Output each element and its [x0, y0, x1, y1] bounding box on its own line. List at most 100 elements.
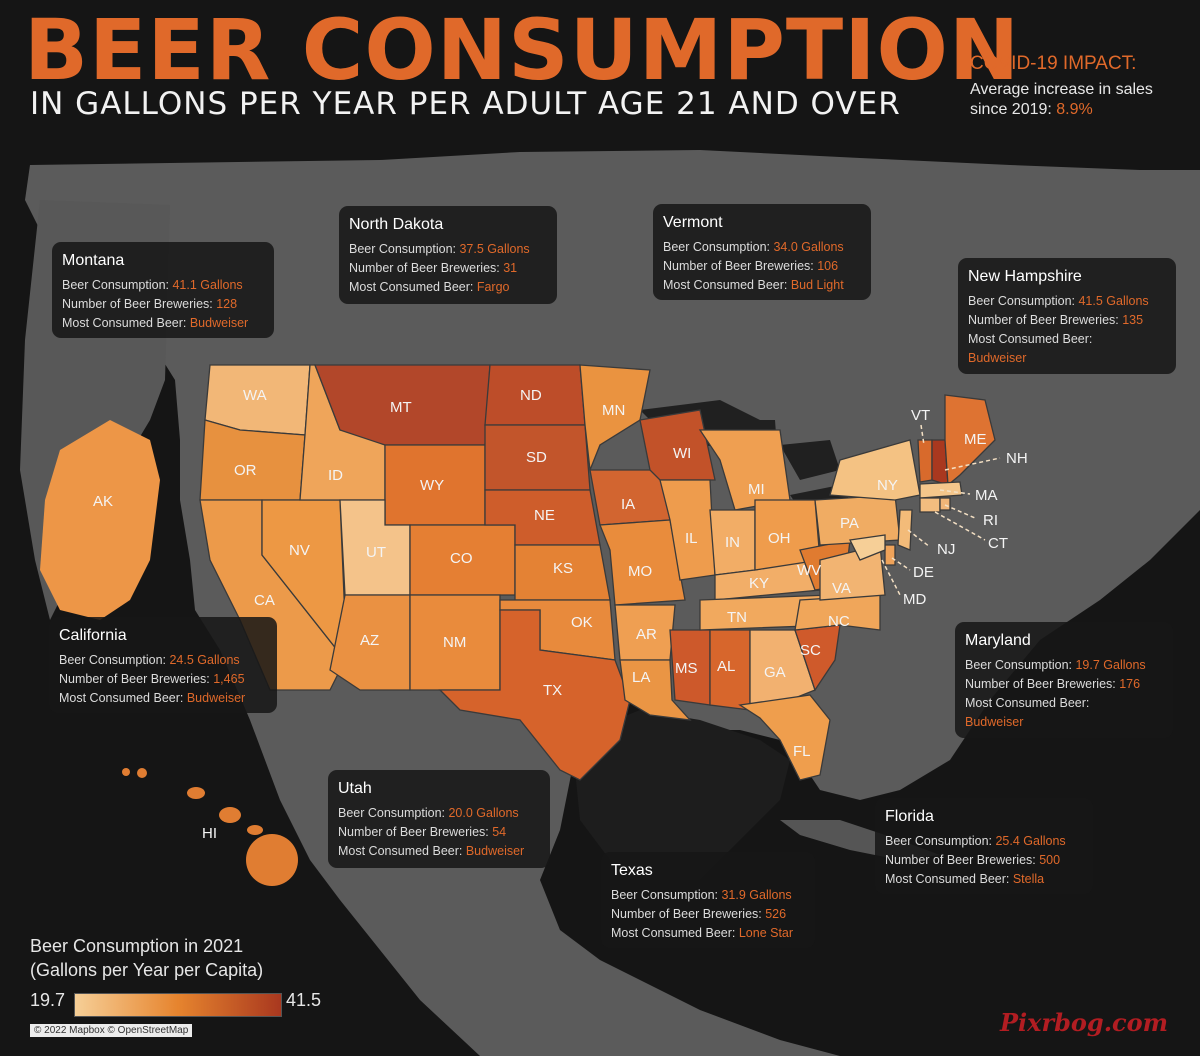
- watermark: Pixrbog.com: [1000, 1008, 1169, 1037]
- callout-label: Number of Beer Breweries:: [611, 907, 766, 921]
- gulf-of-mexico: [575, 710, 790, 880]
- state-label: OR: [234, 462, 257, 479]
- state-label: MN: [602, 402, 625, 419]
- hawaii-islands: [122, 768, 298, 886]
- covid-line2: since 2019: 8.9%: [970, 100, 1153, 120]
- callout-label: Beer Consumption:: [59, 653, 170, 667]
- callout-card: Montana Beer Consumption: 41.1 Gallons N…: [52, 242, 274, 338]
- callout-state: Texas: [611, 862, 653, 879]
- callout-label: Most Consumed Beer:: [349, 280, 477, 294]
- state-label: IL: [685, 530, 698, 547]
- callout-label: Most Consumed Beer:: [663, 278, 791, 292]
- callout-beer: Budweiser: [465, 844, 525, 858]
- state-label: RI: [983, 512, 998, 529]
- callout-consumption: 31.9 Gallons: [721, 888, 792, 902]
- callout-consumption: 25.4 Gallons: [995, 834, 1066, 848]
- callout-state: Maryland: [965, 632, 1031, 649]
- callout-state: California: [59, 627, 127, 644]
- callout-breweries: 54: [492, 825, 507, 839]
- state-label: NJ: [937, 541, 955, 558]
- callout-label: Number of Beer Breweries:: [965, 677, 1120, 691]
- covid-impact-note: COVID-19 IMPACT: Average increase in sal…: [970, 52, 1153, 120]
- callout-label: Most Consumed Beer:: [965, 696, 1090, 710]
- callout-state: Utah: [338, 780, 372, 797]
- state-abbrev-labels: WA OR CA NV ID MT WY UT AZ CO NM ND SD N…: [93, 387, 1028, 842]
- state-label: TX: [543, 682, 562, 699]
- callout-label: Most Consumed Beer:: [885, 872, 1013, 886]
- callout-label: Beer Consumption:: [349, 242, 460, 256]
- callout-card: Utah Beer Consumption: 20.0 Gallons Numb…: [328, 770, 550, 868]
- callout-consumption: 37.5 Gallons: [459, 242, 530, 256]
- callout-consumption: 41.5 Gallons: [1078, 294, 1149, 308]
- state-label: NC: [828, 613, 850, 630]
- legend-min: 19.7: [30, 990, 66, 1010]
- state-ga: [749, 629, 816, 711]
- callout-card: Texas Beer Consumption: 31.9 Gallons Num…: [601, 852, 815, 948]
- callout-card: Vermont Beer Consumption: 34.0 Gallons N…: [653, 204, 871, 300]
- callout-breweries: 176: [1119, 677, 1141, 691]
- callout-label: Number of Beer Breweries:: [338, 825, 493, 839]
- state-leader-lines: [881, 424, 1001, 596]
- state-de: [884, 544, 896, 566]
- state-label: NY: [877, 477, 898, 494]
- covid-line1: Average increase in sales: [970, 80, 1153, 98]
- callout-beer: Budweiser: [189, 316, 249, 330]
- callout-beer: Budweiser: [186, 691, 246, 705]
- callout-label: Most Consumed Beer:: [968, 332, 1093, 346]
- callout-breweries: 128: [216, 297, 238, 311]
- callout-label: Most Consumed Beer:: [611, 926, 739, 940]
- callout-state: North Dakota: [349, 216, 444, 233]
- callout-label: Number of Beer Breweries:: [885, 853, 1040, 867]
- state-label: MO: [628, 563, 652, 580]
- state-tx: [438, 609, 631, 781]
- state-label: NH: [1006, 450, 1028, 467]
- callout-breweries: 500: [1039, 853, 1061, 867]
- callout-label: Most Consumed Beer:: [62, 316, 190, 330]
- state-label: GA: [764, 664, 786, 681]
- callout-label: Beer Consumption:: [968, 294, 1079, 308]
- state-label: CT: [988, 535, 1008, 552]
- state-label: PA: [840, 515, 859, 532]
- state-label: MD: [903, 591, 926, 608]
- callout-label: Number of Beer Breweries:: [663, 259, 818, 273]
- state-label: LA: [632, 669, 650, 686]
- callout-label: Beer Consumption:: [965, 658, 1076, 672]
- callout-consumption: 41.1 Gallons: [172, 278, 243, 292]
- callout-label: Number of Beer Breweries:: [59, 672, 214, 686]
- state-vt: [917, 439, 933, 483]
- state-label: HI: [202, 825, 217, 842]
- callout-card: Florida Beer Consumption: 25.4 Gallons N…: [875, 798, 1093, 894]
- callout-beer: Budweiser: [965, 715, 1024, 729]
- state-label: CO: [450, 550, 473, 567]
- callout-label: Number of Beer Breweries:: [349, 261, 504, 275]
- state-label: MA: [975, 487, 998, 504]
- callout-label: Number of Beer Breweries:: [968, 313, 1123, 327]
- covid-heading: COVID-19 IMPACT:: [970, 53, 1137, 74]
- page-title: BEER CONSUMPTION: [24, 1, 1021, 99]
- state-me: [944, 394, 996, 487]
- callout-card: North Dakota Beer Consumption: 37.5 Gall…: [339, 206, 557, 304]
- state-label: MI: [748, 481, 765, 498]
- state-label: ME: [964, 431, 987, 448]
- state-label: AR: [636, 626, 657, 643]
- map-attribution[interactable]: © 2022 Mapbox © OpenStreetMap: [30, 1024, 193, 1037]
- covid-value: 8.9%: [1056, 100, 1093, 118]
- state-label: WA: [243, 387, 267, 404]
- legend-max: 41.5: [286, 990, 322, 1010]
- state-il: [659, 479, 716, 581]
- state-label: IA: [621, 496, 635, 513]
- page-subtitle: IN GALLONS PER YEAR PER ADULT AGE 21 AND…: [30, 86, 901, 122]
- callout-label: Beer Consumption:: [663, 240, 774, 254]
- callout-consumption: 19.7 Gallons: [1075, 658, 1146, 672]
- state-az: [329, 594, 411, 691]
- state-label: WV: [797, 562, 821, 579]
- callout-label: Most Consumed Beer:: [338, 844, 466, 858]
- callout-breweries: 135: [1122, 313, 1144, 327]
- state-label: SD: [526, 449, 547, 466]
- callout-state: Montana: [62, 252, 125, 269]
- state-label: AZ: [360, 632, 379, 649]
- callout-breweries: 106: [817, 259, 839, 273]
- callout-card: New Hampshire Beer Consumption: 41.5 Gal…: [958, 258, 1176, 374]
- state-label: VT: [911, 407, 930, 424]
- state-label: NV: [289, 542, 310, 559]
